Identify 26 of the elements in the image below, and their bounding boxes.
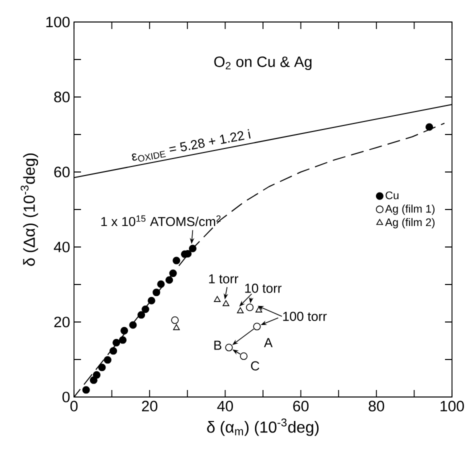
y-tick-label: 100	[46, 16, 70, 28]
x-tick-label: 20	[142, 400, 158, 412]
x-axis-title: δ (α$_{m}$) (10$^{-3}$deg)	[207, 418, 319, 436]
legend-label: Cu	[386, 191, 398, 200]
annotation: 10 torr	[245, 284, 282, 293]
annotation: B	[214, 340, 222, 350]
annotation: A	[264, 338, 273, 348]
x-tick-label: 40	[217, 400, 233, 412]
legend-label: Ag (film 2)	[385, 218, 435, 228]
y-tick-label: 40	[54, 242, 70, 252]
y-tick-label: 60	[54, 166, 70, 178]
x-tick-label: 60	[293, 400, 309, 412]
x-tick-label: 0	[70, 400, 78, 412]
annotation: C	[251, 361, 260, 370]
text: O$_{2}$ on Cu & Ag	[214, 56, 312, 70]
annotation: 1 torr	[209, 274, 238, 284]
y-tick-label: 0	[62, 392, 70, 402]
legend-label: Ag (film 1)	[385, 204, 435, 215]
y-axis-title: δ (Δα) (10$^{-3}$deg)	[20, 154, 38, 266]
annotation: ε$_{OXIDE}$ = 5.28 + 1.22 i	[132, 129, 251, 162]
y-tick-label: 80	[54, 92, 70, 102]
x-tick-label: 100	[440, 400, 464, 412]
y-tick-label: 20	[54, 316, 70, 328]
annotation: 100 torr	[283, 312, 327, 321]
x-tick-label: 80	[368, 400, 384, 412]
annotation: 1 x 10$^{15}$ ATOMS/cm$^{2}$	[101, 215, 221, 226]
